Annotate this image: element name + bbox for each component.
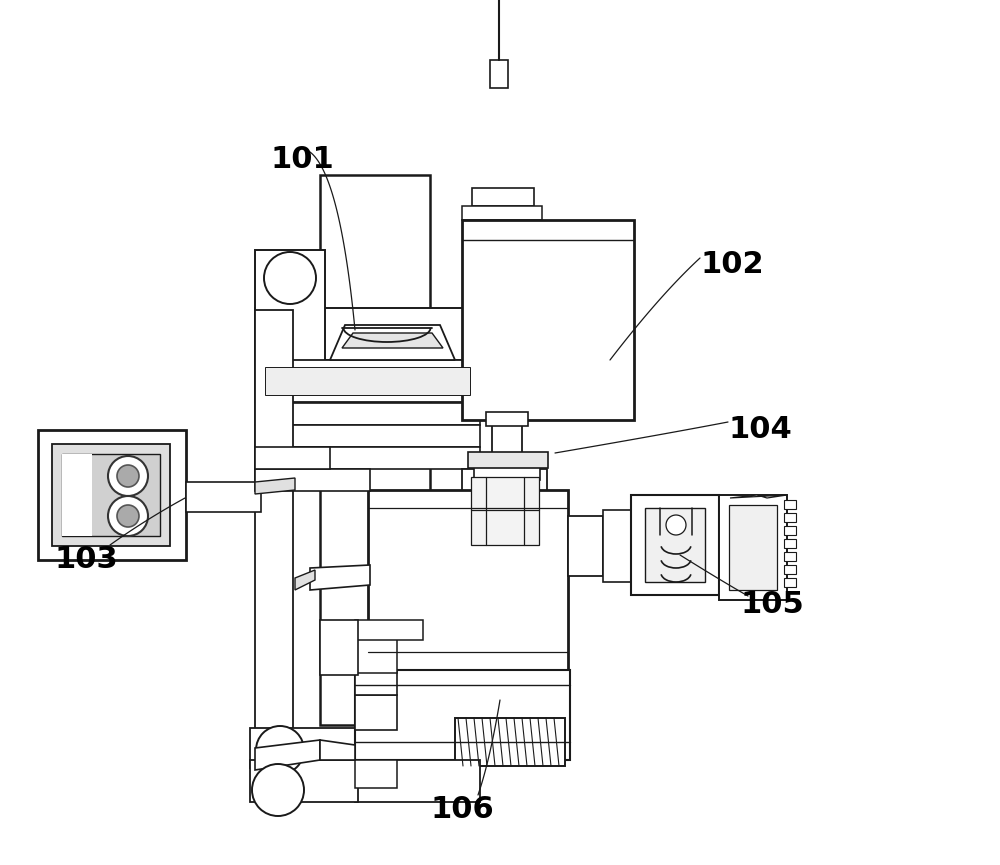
Bar — [355, 670, 397, 695]
Bar — [255, 447, 480, 469]
Bar — [320, 175, 430, 725]
Polygon shape — [310, 565, 370, 590]
Bar — [368, 490, 568, 670]
Bar — [462, 469, 547, 554]
Bar — [472, 188, 534, 206]
Bar — [784, 526, 796, 535]
Bar — [784, 539, 796, 548]
Bar — [255, 308, 480, 323]
Bar — [486, 412, 528, 426]
Polygon shape — [330, 325, 455, 360]
Bar — [474, 466, 540, 480]
Bar — [468, 452, 548, 468]
Text: 102: 102 — [700, 250, 764, 279]
Bar — [568, 516, 603, 576]
Bar — [784, 578, 796, 587]
Bar — [255, 469, 370, 491]
Bar — [255, 310, 293, 775]
Bar — [784, 565, 796, 574]
Bar — [645, 508, 705, 582]
Polygon shape — [320, 740, 355, 760]
Bar — [355, 620, 423, 640]
Bar — [265, 367, 470, 395]
Bar — [255, 403, 480, 425]
Bar — [490, 60, 508, 88]
Circle shape — [117, 465, 139, 487]
Bar — [719, 495, 787, 600]
Circle shape — [264, 252, 316, 304]
Text: 103: 103 — [55, 545, 119, 574]
Bar — [52, 444, 170, 546]
Text: 105: 105 — [740, 590, 804, 619]
Bar — [250, 728, 355, 768]
Bar — [355, 638, 397, 673]
Bar — [250, 760, 358, 802]
Circle shape — [252, 764, 304, 816]
Bar — [455, 718, 565, 766]
Text: 104: 104 — [728, 415, 792, 444]
Bar — [462, 206, 542, 220]
Bar — [186, 482, 261, 512]
Bar — [255, 447, 330, 469]
Bar — [631, 495, 719, 595]
Bar — [784, 552, 796, 561]
Bar — [355, 670, 570, 760]
Bar — [355, 760, 397, 788]
Bar — [62, 454, 160, 536]
Bar — [38, 430, 186, 560]
Bar — [462, 220, 634, 420]
Bar — [784, 513, 796, 522]
Bar — [355, 760, 480, 802]
Bar — [471, 477, 539, 545]
Polygon shape — [730, 495, 787, 498]
Circle shape — [108, 496, 148, 536]
Bar — [355, 695, 397, 730]
Bar — [255, 308, 480, 360]
Polygon shape — [295, 570, 315, 590]
Bar — [255, 360, 480, 402]
Bar — [603, 510, 631, 582]
Bar — [255, 425, 480, 447]
Bar — [62, 454, 92, 536]
Bar — [320, 620, 358, 675]
Circle shape — [256, 726, 304, 774]
Circle shape — [666, 515, 686, 535]
Polygon shape — [255, 740, 320, 770]
Circle shape — [117, 505, 139, 527]
Bar — [255, 250, 325, 365]
Text: 106: 106 — [430, 795, 494, 824]
Polygon shape — [255, 478, 295, 494]
Bar — [729, 505, 777, 590]
Polygon shape — [342, 333, 443, 348]
Circle shape — [108, 456, 148, 496]
Bar — [784, 500, 796, 509]
Text: 101: 101 — [270, 145, 334, 174]
Bar — [492, 418, 522, 470]
